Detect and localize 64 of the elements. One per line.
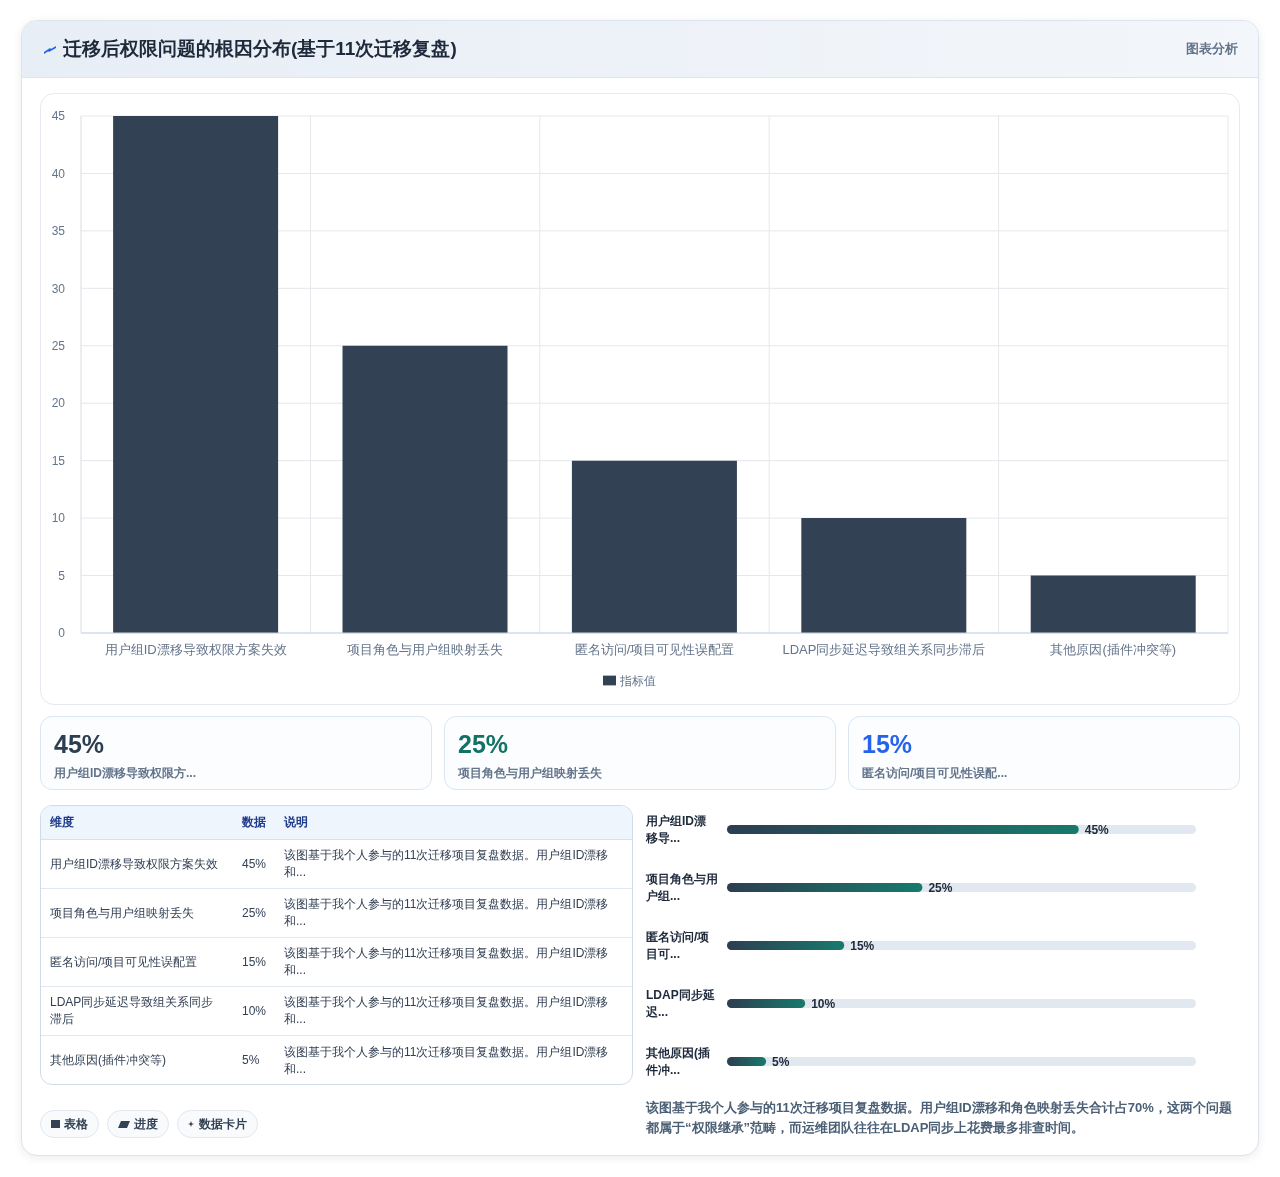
bar [801, 518, 967, 633]
x-tick-label: 项目角色与用户组映射丢失 [347, 642, 504, 658]
chart-title: 迁移后权限问题的根因分布(基于11次迁移复盘) [63, 38, 457, 59]
text: 45% [242, 856, 267, 871]
text: 该图基于我个人参与的11次迁移项目复盘数据。用户组ID漂移和... [284, 848, 609, 879]
text: 5% [242, 1053, 260, 1067]
text: 10% [242, 1003, 267, 1018]
y-tick-label: 其他原因(插件冲... [645, 1045, 710, 1077]
text: 25% [458, 730, 509, 758]
x-tick-label: 其他原因(插件冲突等) [1050, 642, 1177, 658]
y-tick-label: 30 [51, 281, 66, 296]
y-tick-label: 0 [58, 626, 66, 641]
y-tick-label: 10 [51, 511, 66, 526]
text: 15% [242, 954, 267, 969]
text: 表格 [64, 1115, 88, 1133]
y-tick-label: 40 [51, 166, 66, 181]
text: 匿名访问/项目可见性误配... [862, 766, 1008, 780]
text: 该图基于我个人参与的11次迁移项目复盘数据。用户组ID漂移和... [284, 1044, 609, 1076]
text: 匿名访问/项目可见性误配置 [50, 954, 198, 969]
bar [727, 941, 845, 950]
y-tick-label: 匿名访问/项目可... [646, 929, 711, 961]
text: 数据 [242, 815, 266, 829]
y-tick-label: 35 [51, 224, 66, 239]
y-tick-label: 25 [51, 339, 66, 354]
y-tick-label: LDAP同步延迟... [645, 987, 715, 1019]
text: 该图基于我个人参与的11次迁移项目复盘数据。用户组ID漂移和... [284, 946, 609, 977]
bar [571, 460, 737, 633]
text: 用户组ID漂移导致权限方... [54, 766, 197, 780]
data-label: 45% [1084, 822, 1110, 837]
y-tick-label: 20 [51, 396, 66, 411]
bar [727, 999, 806, 1008]
text: 说明 [284, 815, 308, 829]
y-tick-label: 15 [51, 453, 66, 468]
bar [113, 116, 279, 633]
y-tick-label: 项目角色与用户组... [645, 871, 718, 903]
y-tick-label: 用户组ID漂移导... [645, 813, 706, 845]
data-label: 10% [811, 996, 836, 1011]
y-tick-label: 5 [58, 568, 66, 583]
text: 该图基于我个人参与的11次迁移项目复盘数据。用户组ID漂移和... [284, 995, 609, 1026]
y-tick-label: 45 [51, 109, 66, 124]
x-tick-label: 匿名访问/项目可见性误配置 [574, 642, 735, 658]
text: 45% [54, 730, 105, 758]
x-tick-label: 用户组ID漂移导致权限方案失效 [104, 642, 287, 658]
text: 25% [242, 905, 267, 920]
bar [342, 345, 508, 633]
text: 图表分析 [1186, 41, 1238, 56]
x-tick-label: LDAP同步延迟导致组关系同步滞后 [782, 642, 986, 658]
text: LDAP同步延迟导致组关系同步滞后 [50, 995, 214, 1026]
text: 该图基于我个人参与的11次迁移项目复盘数据。用户组ID漂移和... [284, 897, 609, 928]
text: 进度 [134, 1115, 158, 1133]
text: 维度 [50, 815, 74, 829]
text: 项目角色与用户组映射丢失 [50, 905, 194, 920]
data-label: 5% [772, 1054, 790, 1069]
text: 该图基于我个人参与的11次迁移项目复盘数据。用户组ID漂移和角色映射丢失合计占70%，这两个问题都属于“权限继承”范畴，而运维团队往往在LDAP同步上花费最多排查时间。 [646, 1100, 1232, 1135]
text: 项目角色与用户组映射丢失 [458, 766, 602, 780]
data-label: 25% [928, 880, 953, 895]
text: 数据卡片 [199, 1115, 247, 1133]
bar [1030, 575, 1196, 633]
text: 其他原因(插件冲突等) [50, 1053, 166, 1067]
bar [727, 1057, 767, 1066]
legend-label: 指标值 [620, 674, 656, 688]
data-label: 15% [850, 938, 875, 953]
text: 15% [862, 730, 913, 758]
text: 用户组ID漂移导致权限方案失效 [50, 856, 218, 871]
